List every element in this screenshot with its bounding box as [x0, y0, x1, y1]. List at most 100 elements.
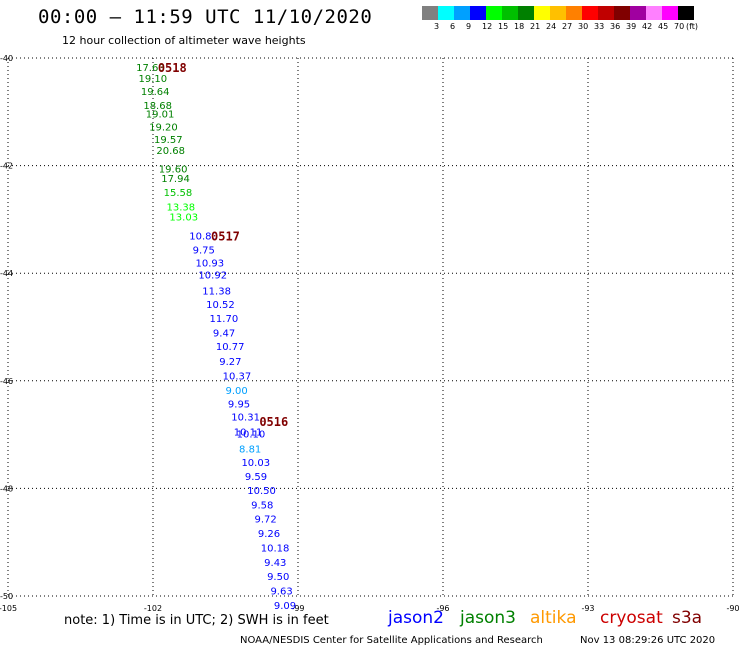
legend-label: 39 — [626, 22, 637, 31]
legend-label: 70 — [674, 22, 685, 31]
legend-swatch — [486, 6, 502, 20]
wave-height-label: 10.31 — [231, 412, 260, 423]
legend-swatch — [502, 6, 518, 20]
legend-swatch — [534, 6, 550, 20]
lon-tick-label: -102 — [144, 604, 162, 612]
legend-label: 6 — [450, 22, 456, 31]
wave-height-label: 9.47 — [213, 328, 235, 339]
wave-height-label: 19.57 — [154, 135, 183, 146]
wave-height-label: 19.64 — [141, 87, 170, 98]
legend-swatch — [662, 6, 678, 20]
credit-line: NOAA/NESDIS Center for Satellite Applica… — [240, 635, 543, 646]
wave-height-label: 10.50 — [247, 486, 276, 497]
wave-height-label: 19.01 — [146, 109, 175, 120]
satellite-jason3: jason3 — [460, 608, 516, 628]
generated-timestamp: Nov 13 08:29:26 UTC 2020 — [580, 635, 716, 646]
legend-swatch — [470, 6, 486, 20]
legend-swatch — [438, 6, 454, 20]
legend-swatch — [614, 6, 630, 20]
satellite-cryosat: cryosat — [600, 608, 663, 628]
legend-swatch — [646, 6, 662, 20]
wave-height-label: 9.50 — [267, 572, 289, 583]
legend-label: 18 — [514, 22, 525, 31]
legend-swatch — [582, 6, 598, 20]
legend-label: 24 — [546, 22, 557, 31]
wave-height-label: 9.09 — [274, 601, 296, 612]
lon-tick-label: -93 — [581, 604, 594, 612]
legend-label: 12 — [482, 22, 493, 31]
map-title: 00:00 – 11:59 UTC 11/10/2020 — [38, 6, 373, 28]
wave-height-label: 10.80 — [189, 232, 218, 243]
satellite-s3a: s3a — [672, 608, 703, 628]
pass-time-label: 0516 — [259, 415, 288, 429]
wave-height-label: 11.70 — [210, 314, 239, 325]
legend-label: (ft) — [686, 22, 699, 31]
pass-time-label: 0517 — [211, 230, 240, 244]
wave-height-label: 8.81 — [239, 445, 261, 456]
lon-tick-label: -99 — [291, 604, 304, 612]
legend-label: 9 — [466, 22, 472, 31]
lat-tick-label: -40 — [0, 54, 13, 63]
pass-time-label: 0518 — [158, 61, 187, 75]
wave-height-label: 13.38 — [167, 202, 196, 213]
legend-swatch — [422, 6, 438, 20]
color-scale-legend — [422, 6, 694, 20]
wave-height-label: 19.10 — [139, 74, 168, 85]
legend-swatch — [566, 6, 582, 20]
wave-height-label: 9.26 — [258, 529, 280, 540]
lon-tick-label: -90 — [726, 604, 739, 612]
wave-height-label: 9.72 — [255, 515, 277, 526]
wave-height-label: 9.27 — [219, 357, 241, 368]
wave-height-label: 10.10 — [237, 430, 266, 441]
legend-swatch — [678, 6, 694, 20]
wave-height-label: 9.95 — [228, 399, 250, 410]
wave-height-label: 9.63 — [270, 587, 292, 598]
legend-label: 21 — [530, 22, 541, 31]
wave-height-label: 11.38 — [202, 286, 231, 297]
lat-tick-label: -48 — [0, 484, 13, 493]
wave-height-label: 10.93 — [196, 258, 225, 269]
legend-swatch — [550, 6, 566, 20]
legend-label: 42 — [642, 22, 653, 31]
lat-tick-label: -44 — [0, 269, 13, 278]
wave-height-label: 10.37 — [223, 371, 252, 382]
wave-height-label: 9.59 — [245, 472, 267, 483]
map-subtitle: 12 hour collection of altimeter wave hei… — [62, 34, 306, 47]
wave-height-label: 10.18 — [261, 544, 290, 555]
lon-tick-label: -96 — [436, 604, 449, 612]
wave-height-label: 13.03 — [169, 213, 198, 224]
wave-height-label: 15.58 — [164, 188, 193, 199]
wave-height-label: 9.43 — [264, 558, 286, 569]
legend-swatch — [518, 6, 534, 20]
wave-height-map: -40 -42 -44 -46 -48 -50 -105 -102 -99 -96 -93 -90 17… — [0, 54, 740, 612]
wave-height-label: 10.77 — [216, 342, 245, 353]
wave-height-label: 17.94 — [161, 174, 190, 185]
legend-label: 33 — [594, 22, 605, 31]
satellite-jason2: jason2 — [388, 608, 444, 628]
wave-height-label: 17.63 — [136, 63, 165, 74]
wave-height-label: 19.60 — [159, 164, 188, 175]
wave-height-label: 9.58 — [251, 501, 273, 512]
legend-label: 27 — [562, 22, 573, 31]
wave-height-label: 9.00 — [226, 386, 248, 397]
footer-note: note: 1) Time is in UTC; 2) SWH is in fe… — [64, 613, 329, 628]
legend-swatch — [598, 6, 614, 20]
legend-swatch — [630, 6, 646, 20]
legend-label: 3 — [434, 22, 440, 31]
lon-tick-label: -105 — [0, 604, 17, 612]
satellite-altika: altika — [530, 608, 577, 628]
legend-label: 15 — [498, 22, 509, 31]
wave-height-label: 9.75 — [193, 246, 215, 257]
wave-height-label: 10.03 — [241, 458, 270, 469]
wave-height-label: 18.68 — [143, 101, 172, 112]
wave-height-label: 10.11 — [234, 427, 263, 438]
legend-label: 36 — [610, 22, 621, 31]
legend-label: 30 — [578, 22, 589, 31]
legend-label: 45 — [658, 22, 669, 31]
lat-tick-label: -46 — [0, 377, 13, 386]
wave-height-label: 19.20 — [149, 122, 178, 133]
wave-height-label: 10.92 — [198, 270, 227, 281]
wave-height-label: 20.68 — [156, 146, 185, 157]
wave-height-label: 10.52 — [206, 300, 235, 311]
lat-tick-label: -50 — [0, 592, 13, 601]
